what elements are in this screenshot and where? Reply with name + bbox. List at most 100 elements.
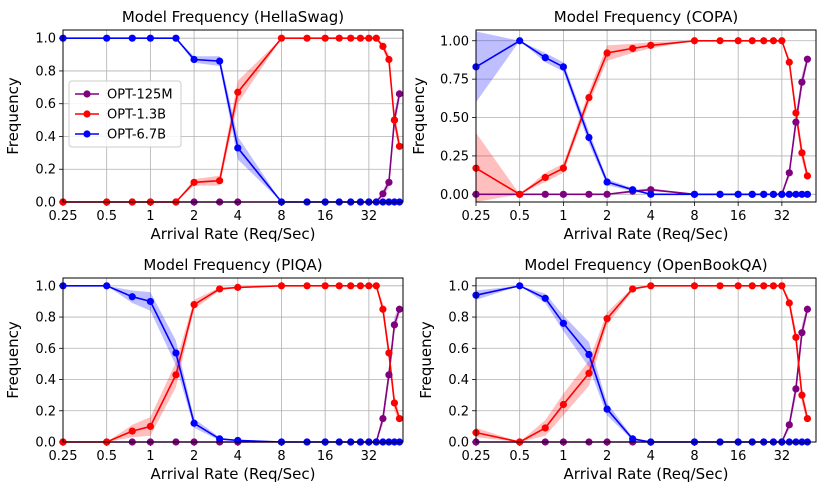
data-point-1: [234, 88, 242, 96]
y-axis-label: Frequency: [4, 77, 22, 155]
data-point-1: [385, 55, 393, 64]
series-line-1: [475, 284, 809, 443]
data-point-1: [190, 178, 198, 186]
plot-frame: [62, 277, 404, 443]
legend-marker-0: [83, 90, 91, 98]
data-point-2: [103, 282, 111, 290]
data-point-0: [379, 190, 387, 198]
data-point-1: [128, 427, 136, 435]
y-tick-label: 0.8: [35, 64, 56, 79]
data-point-2: [734, 190, 742, 198]
x-tick-label: 0.5: [96, 449, 117, 464]
y-tick-label: 0.6: [35, 342, 56, 357]
y-tick-label: 0.8: [448, 311, 469, 326]
data-point-0: [385, 371, 393, 379]
data-point-2: [190, 419, 198, 427]
data-point-2: [778, 190, 786, 198]
data-point-2: [190, 55, 198, 64]
data-point-1: [785, 299, 793, 307]
data-point-0: [541, 190, 549, 198]
x-tick-label: 1: [146, 209, 154, 224]
data-point-1: [372, 34, 380, 42]
data-point-2: [541, 294, 549, 302]
data-point-2: [128, 34, 136, 42]
x-tick-label: 8: [277, 209, 285, 224]
data-point-1: [716, 37, 724, 45]
data-point-1: [798, 391, 806, 399]
data-point-2: [629, 186, 637, 194]
data-point-1: [541, 424, 549, 432]
x-tick-label: 0.25: [462, 209, 491, 224]
data-point-1: [216, 177, 224, 185]
chart-panel-0: 0.25 0.5 1 2 4 8 16 32 0.0 0.2 0.4 0.6 0.8 1.0 Model F…: [4, 8, 404, 243]
y-tick-label: 0.2: [448, 404, 469, 419]
data-point-1: [390, 116, 399, 124]
data-point-2: [748, 190, 756, 198]
chart-title: Model Frequency (COPA): [554, 8, 738, 26]
y-tick-label: 0.00: [440, 188, 469, 203]
data-point-1: [647, 282, 655, 290]
data-point-2: [559, 63, 567, 71]
data-point-2: [603, 405, 611, 413]
data-point-1: [760, 37, 768, 45]
y-axis-label: Frequency: [417, 321, 435, 399]
y-tick-label: 0.50: [440, 111, 469, 126]
data-point-2: [172, 34, 180, 42]
data-point-0: [803, 305, 812, 313]
plot-frame: [62, 29, 404, 203]
series-band-0: [476, 304, 808, 442]
x-tick-label: 0.5: [509, 209, 530, 224]
y-tick-label: 1.00: [440, 34, 469, 49]
x-tick-label: 0.5: [509, 449, 530, 464]
data-point-2: [585, 133, 593, 142]
data-point-2: [234, 144, 242, 152]
y-tick-label: 0.6: [35, 97, 56, 112]
x-tick-label: 2: [603, 449, 611, 464]
data-point-0: [785, 421, 793, 429]
data-point-2: [803, 190, 812, 198]
data-point-0: [585, 190, 593, 198]
x-tick-label: 32: [361, 449, 378, 464]
data-point-2: [559, 319, 567, 327]
data-point-1: [365, 34, 373, 42]
data-point-1: [379, 305, 387, 313]
data-point-1: [321, 282, 329, 290]
data-point-1: [803, 172, 812, 180]
x-tick-label: 2: [190, 209, 198, 224]
data-point-2: [603, 178, 611, 186]
y-tick-label: 0.75: [440, 73, 469, 88]
x-tick-label: 32: [774, 449, 791, 464]
x-tick-label: 0.5: [96, 209, 117, 224]
x-tick-label: 4: [234, 209, 242, 224]
data-point-1: [690, 37, 699, 45]
data-point-0: [385, 178, 393, 186]
data-point-1: [769, 37, 778, 45]
data-point-2: [146, 34, 154, 42]
data-point-0: [603, 190, 611, 198]
data-point-1: [585, 369, 593, 377]
data-point-2: [128, 293, 136, 301]
data-point-1: [585, 93, 593, 102]
data-point-0: [785, 169, 793, 177]
data-point-1: [347, 34, 355, 42]
data-point-1: [690, 282, 699, 290]
data-point-1: [356, 282, 365, 290]
data-point-1: [365, 282, 373, 290]
y-tick-label: 0.4: [35, 373, 56, 388]
data-point-1: [216, 285, 224, 293]
series-band-0: [63, 304, 400, 442]
x-tick-label: 2: [603, 209, 611, 224]
x-tick-label: 8: [690, 209, 698, 224]
data-point-0: [792, 385, 800, 393]
data-point-1: [541, 173, 549, 182]
y-tick-label: 1.0: [448, 279, 469, 294]
data-point-2: [792, 190, 800, 198]
legend: OPT-125M OPT-1.3B OPT-6.7B: [68, 80, 182, 148]
series-band-2: [476, 285, 808, 442]
chart-panel-3: 0.25 0.5 1 2 4 8 16 32 0.0 0.2 0.4 0.6 0.8 1.0 Model F…: [417, 256, 817, 483]
y-tick-label: 1.0: [35, 279, 56, 294]
data-point-1: [792, 109, 800, 117]
data-point-1: [395, 414, 404, 423]
legend-label-1: OPT-1.3B: [107, 108, 166, 123]
